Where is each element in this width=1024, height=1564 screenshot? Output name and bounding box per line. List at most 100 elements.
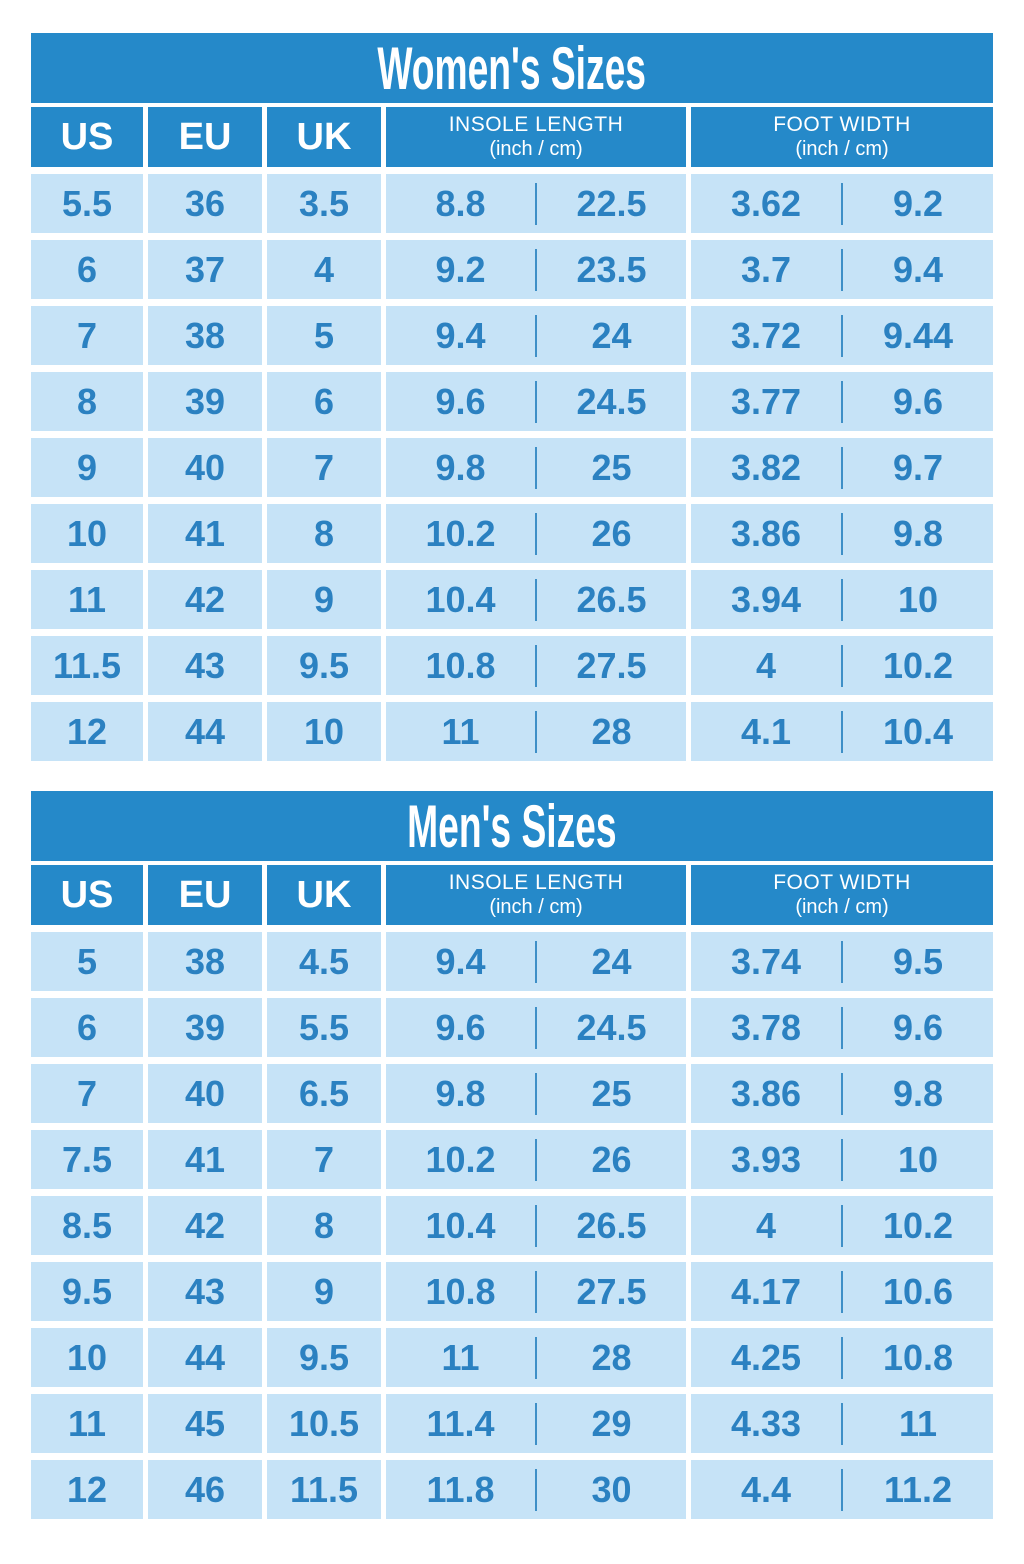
insole-cm-value: 27.5 [576, 644, 647, 686]
size-row: 10 44 9.5 11 28 4.25 10.8 [31, 1328, 993, 1387]
mens-size-table: Men's Sizes US EU UK INSOLE LENGTH (inch… [31, 791, 993, 1519]
foot-width-header-line1: FOOT WIDTH [773, 870, 911, 894]
us-size-value: 5.5 [61, 182, 113, 224]
divider-line [535, 1006, 537, 1049]
uk-size-value: 6.5 [298, 1072, 350, 1114]
insole-length-cell: 11.4 29 [386, 1394, 686, 1453]
uk-size-value: 7 [313, 1138, 335, 1180]
uk-size-cell: 5.5 [267, 998, 381, 1057]
insole-cm-value: 24 [591, 940, 632, 982]
uk-size-value: 3.5 [298, 182, 350, 224]
us-size-cell: 8.5 [31, 1196, 143, 1255]
insole-length-cell: 10.4 26.5 [386, 570, 686, 629]
insole-length-cell: 10.8 27.5 [386, 636, 686, 695]
divider-line [535, 446, 537, 489]
eu-size-cell: 43 [148, 1262, 262, 1321]
insole-header-units: (inch / cm) [489, 895, 583, 918]
us-size-value: 6 [76, 248, 98, 290]
insole-length-cell: 10.2 26 [386, 1130, 686, 1189]
mens-rows: 5 38 4.5 9.4 24 3.74 9.5 6 39 5.5 9.6 24… [31, 932, 993, 1519]
foot-width-inch-value: 3.62 [730, 182, 802, 224]
insole-length-cell: 10.2 26 [386, 504, 686, 563]
insole-length-cell: 11.8 30 [386, 1460, 686, 1519]
insole-inch-value: 10.2 [425, 512, 496, 554]
column-header-us: US [31, 107, 143, 167]
divider-line [535, 512, 537, 555]
eu-size-value: 41 [184, 512, 226, 554]
divider-line [841, 578, 843, 621]
eu-size-cell: 42 [148, 570, 262, 629]
uk-size-cell: 3.5 [267, 174, 381, 233]
us-size-value: 11 [67, 1402, 107, 1444]
us-size-value: 10 [66, 512, 108, 554]
insole-cm-value: 24.5 [576, 1006, 647, 1048]
eu-size-cell: 40 [148, 1064, 262, 1123]
size-row: 5.5 36 3.5 8.8 22.5 3.62 9.2 [31, 174, 993, 233]
size-row: 6 39 5.5 9.6 24.5 3.78 9.6 [31, 998, 993, 1057]
size-row: 12 44 10 11 28 4.1 10.4 [31, 702, 993, 761]
uk-size-value: 9 [313, 1270, 335, 1312]
divider-line [841, 710, 843, 753]
insole-inch-value: 10.8 [425, 644, 496, 686]
uk-size-value: 7 [313, 446, 335, 488]
insole-cm-value: 28 [591, 1336, 632, 1378]
insole-cm-value: 23.5 [576, 248, 647, 290]
divider-line [841, 1138, 843, 1181]
eu-size-cell: 37 [148, 240, 262, 299]
us-size-cell: 10 [31, 504, 143, 563]
foot-width-inch-value: 3.72 [730, 314, 802, 356]
uk-size-value: 9.5 [298, 644, 350, 686]
uk-size-value: 8 [313, 1204, 335, 1246]
divider-line [841, 512, 843, 555]
us-size-value: 7.5 [61, 1138, 113, 1180]
insole-inch-value: 10.2 [425, 1138, 496, 1180]
insole-inch-value: 9.8 [435, 446, 486, 488]
divider-line [535, 1204, 537, 1247]
insole-inch-value: 9.8 [435, 1072, 486, 1114]
uk-size-cell: 10.5 [267, 1394, 381, 1453]
womens-table-title: Women's Sizes [377, 34, 647, 102]
divider-line [841, 1204, 843, 1247]
eu-size-value: 39 [184, 1006, 226, 1048]
us-size-cell: 9.5 [31, 1262, 143, 1321]
us-size-cell: 12 [31, 1460, 143, 1519]
insole-inch-value: 11 [441, 710, 480, 752]
insole-length-cell: 9.8 25 [386, 1064, 686, 1123]
us-size-cell: 5 [31, 932, 143, 991]
us-size-value: 7 [76, 1072, 98, 1114]
foot-width-inch-value: 3.77 [730, 380, 802, 422]
size-row: 8.5 42 8 10.4 26.5 4 10.2 [31, 1196, 993, 1255]
insole-inch-value: 9.4 [435, 940, 486, 982]
foot-width-inch-value: 3.74 [730, 940, 802, 982]
uk-size-value: 10.5 [288, 1402, 360, 1444]
divider-line [841, 314, 843, 357]
foot-width-inch-value: 4 [755, 644, 777, 686]
insole-cm-value: 29 [591, 1402, 632, 1444]
mens-column-header-row: US EU UK INSOLE LENGTH (inch / cm) FOOT … [31, 865, 993, 925]
insole-inch-value: 9.2 [435, 248, 486, 290]
uk-size-value: 4 [313, 248, 335, 290]
us-size-value: 8.5 [61, 1204, 113, 1246]
eu-size-value: 38 [184, 940, 226, 982]
eu-size-value: 40 [184, 1072, 226, 1114]
uk-size-cell: 7 [267, 438, 381, 497]
column-header-eu: EU [148, 865, 262, 925]
us-size-cell: 11 [31, 1394, 143, 1453]
insole-length-cell: 11 28 [386, 702, 686, 761]
us-size-value: 12 [66, 710, 108, 752]
uk-size-cell: 4.5 [267, 932, 381, 991]
insole-inch-value: 9.4 [435, 314, 486, 356]
us-size-value: 11.5 [52, 644, 122, 686]
insole-header-line1: INSOLE LENGTH [448, 870, 624, 894]
size-row: 10 41 8 10.2 26 3.86 9.8 [31, 504, 993, 563]
insole-cm-value: 26 [591, 1138, 632, 1180]
us-size-cell: 7 [31, 1064, 143, 1123]
foot-width-cm-value: 9.8 [892, 1072, 944, 1114]
foot-width-cell: 3.74 9.5 [691, 932, 993, 991]
divider-line [535, 1072, 537, 1115]
foot-width-cell: 4.25 10.8 [691, 1328, 993, 1387]
insole-cm-value: 22.5 [576, 182, 647, 224]
foot-width-cm-value: 10.6 [882, 1270, 954, 1312]
uk-size-value: 4.5 [298, 940, 350, 982]
uk-size-value: 10 [303, 710, 345, 752]
